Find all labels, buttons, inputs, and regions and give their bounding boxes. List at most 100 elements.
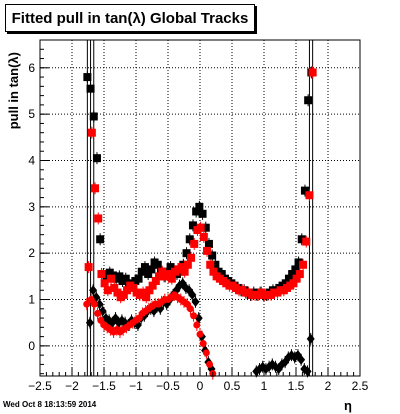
data-point-square [84, 263, 93, 272]
data-point-square [148, 281, 157, 290]
data-point-square [196, 223, 205, 232]
y-axis-label: pull in tan(λ) [6, 52, 21, 129]
data-point-square [115, 272, 124, 281]
data-point-square [100, 279, 109, 288]
data-point-square [206, 260, 215, 269]
data-point-square [204, 239, 213, 248]
data-point-circle [193, 321, 201, 329]
data-point-square [281, 279, 290, 288]
x-tick-label: −1 [129, 379, 143, 393]
x-tick-label: 0 [197, 379, 204, 393]
data-point-square [167, 274, 176, 283]
data-point-square [164, 270, 173, 279]
data-point-square [92, 154, 101, 163]
x-tick-label: −1.5 [92, 379, 116, 393]
data-point-square [119, 290, 128, 299]
data-point-square [299, 260, 308, 269]
data-point-square [294, 258, 303, 267]
data-point-square [86, 84, 95, 93]
data-point-circle [186, 305, 194, 313]
data-point-square [151, 276, 160, 285]
data-point-square [192, 207, 201, 216]
data-point-circle [202, 349, 210, 357]
data-point-square [182, 249, 191, 258]
y-tick-label: 6 [28, 61, 35, 75]
data-point-square [304, 96, 313, 105]
data-point-square [83, 73, 92, 82]
data-point-diamond [188, 289, 197, 300]
data-point-square [201, 223, 210, 232]
x-tick-label: 2 [325, 379, 332, 393]
data-point-square [113, 288, 122, 297]
x-tick-label: −0.5 [156, 379, 180, 393]
y-tick-label: 3 [28, 200, 35, 214]
x-tick-label: 1 [261, 379, 268, 393]
data-point-square [89, 112, 98, 121]
data-point-square [180, 267, 189, 276]
data-point-diamond [297, 354, 306, 365]
tick-labels: −2.5 −2 −1.5 −1 −0.5 0 0.5 1 1.5 2 2.5 0 1 2 3 4 5 6 [28, 61, 369, 393]
y-tick-label: 2 [28, 246, 35, 260]
x-tick-label: −2.5 [28, 379, 52, 393]
data-point-square [292, 274, 301, 283]
data-point-square [297, 235, 306, 244]
data-point-square [129, 283, 138, 292]
data-point-square [97, 270, 106, 279]
data-point-square [217, 270, 226, 279]
data-point-square [289, 279, 298, 288]
x-tick-label: −2 [65, 379, 79, 393]
data-point-square [190, 239, 199, 248]
x-tick-label: 0.5 [224, 379, 241, 393]
data-point-square [123, 286, 132, 295]
data-point-square [291, 265, 300, 274]
data-point-square [144, 270, 153, 279]
data-point-square [134, 274, 143, 283]
data-point-circle [94, 309, 102, 317]
data-point-square [209, 267, 218, 276]
y-tick-label: 1 [28, 293, 35, 307]
data-point-square [288, 270, 297, 279]
data-point-diamond [89, 285, 98, 296]
y-tick-label: 4 [28, 153, 35, 167]
timestamp-footer: Wed Oct 8 18:13:59 2014 [3, 400, 97, 409]
data-point-square [208, 251, 217, 260]
data-point-square [211, 260, 220, 269]
x-tick-label: 2.5 [352, 379, 369, 393]
data-point-diamond [95, 299, 104, 310]
data-point-square [300, 186, 309, 195]
data-point-square [195, 202, 204, 211]
y-tick-label: 0 [28, 339, 35, 353]
data-point-square [91, 184, 100, 193]
data-point-diamond [306, 333, 315, 344]
data-point-square [302, 237, 311, 246]
data-point-square [203, 246, 212, 255]
data-point-square [103, 286, 112, 295]
data-points [83, 68, 317, 378]
data-point-square [158, 267, 167, 276]
x-tick-label: 1.5 [288, 379, 305, 393]
data-point-diamond [191, 296, 200, 307]
data-point-diamond [303, 366, 312, 377]
data-point-square [305, 191, 314, 200]
x-axis-label: η [344, 398, 352, 413]
data-point-square [199, 232, 208, 241]
data-point-diamond [85, 317, 94, 328]
data-point-square [198, 209, 207, 218]
y-tick-label: 5 [28, 107, 35, 121]
data-point-square [153, 260, 162, 269]
data-point-square [188, 221, 197, 230]
data-point-square [183, 260, 192, 269]
data-point-square [121, 274, 130, 283]
data-point-square [142, 293, 151, 302]
data-point-square [107, 274, 116, 283]
axis-ticks [39, 48, 361, 376]
data-point-square [139, 288, 148, 297]
chart-title-box: Fitted pull in tan(λ) Global Tracks [5, 4, 255, 32]
data-point-square [284, 274, 293, 283]
data-point-square [295, 270, 304, 279]
data-point-square [185, 235, 194, 244]
data-point-square [140, 263, 149, 272]
data-point-square [147, 265, 156, 274]
data-point-square [96, 235, 105, 244]
